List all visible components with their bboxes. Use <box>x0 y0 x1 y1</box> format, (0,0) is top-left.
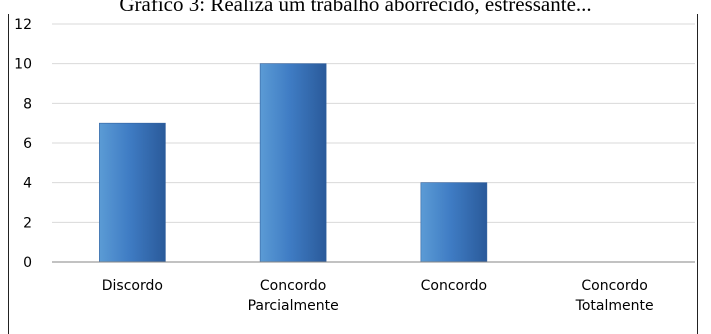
y-tick-label: 2 <box>23 215 32 231</box>
y-tick-label: 6 <box>23 136 32 152</box>
y-tick-label: 8 <box>23 96 32 112</box>
y-axis-ticks: 0 2 4 6 8 10 12 <box>14 17 32 271</box>
bar <box>420 182 488 263</box>
chart-title: Gráfico 3: Realiza um trabalho aborrecid… <box>119 0 592 16</box>
x-category-label: Discordo <box>102 278 163 294</box>
x-category-label: Parcialmente <box>248 298 339 314</box>
y-tick-label: 4 <box>23 176 32 192</box>
x-category-label: Concordo <box>421 278 487 294</box>
x-category-label: Concordo <box>581 278 647 294</box>
bars <box>99 63 488 263</box>
x-category-label: Concordo <box>260 278 326 294</box>
bar <box>259 63 327 263</box>
x-category-label: Totalmente <box>575 298 654 314</box>
bar-chart: 0 2 4 6 8 10 12 Discordo Concordo Parcialmente Co… <box>14 17 695 314</box>
y-tick-label: 10 <box>14 57 32 73</box>
y-tick-label: 12 <box>14 17 32 33</box>
chart-frame <box>8 14 698 334</box>
x-axis-labels: Discordo Concordo Parcialmente Concordo Conc… <box>102 278 654 314</box>
bar <box>99 122 166 263</box>
y-tick-label: 0 <box>23 255 32 271</box>
